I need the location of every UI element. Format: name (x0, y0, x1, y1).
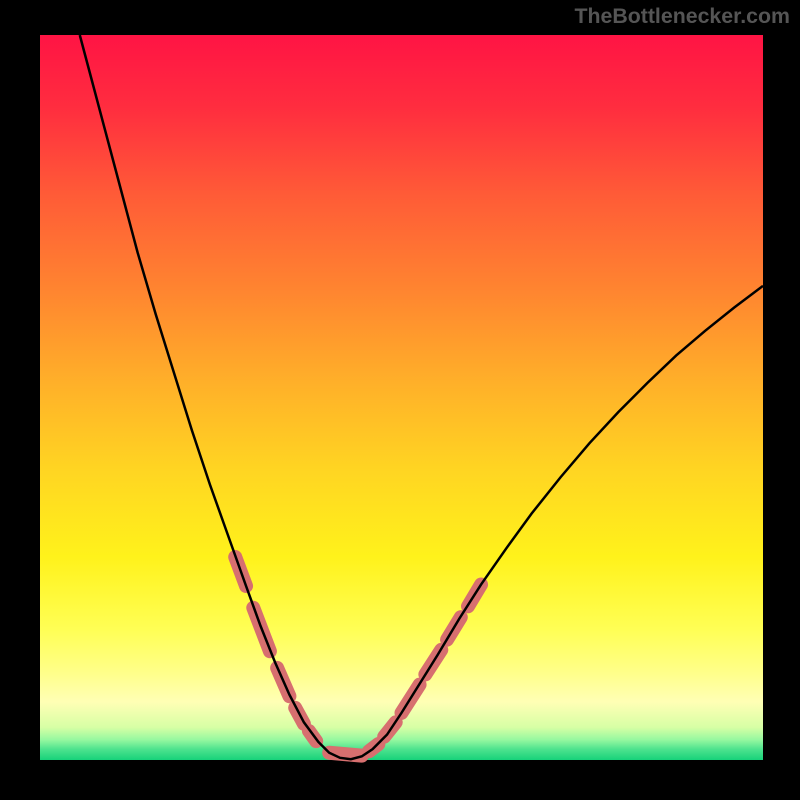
chart-container: TheBottlenecker.com (0, 0, 800, 800)
bottleneck-curve (80, 35, 763, 759)
plot-area (40, 35, 763, 760)
curve-layer (40, 35, 763, 760)
watermark-text: TheBottlenecker.com (574, 4, 790, 29)
